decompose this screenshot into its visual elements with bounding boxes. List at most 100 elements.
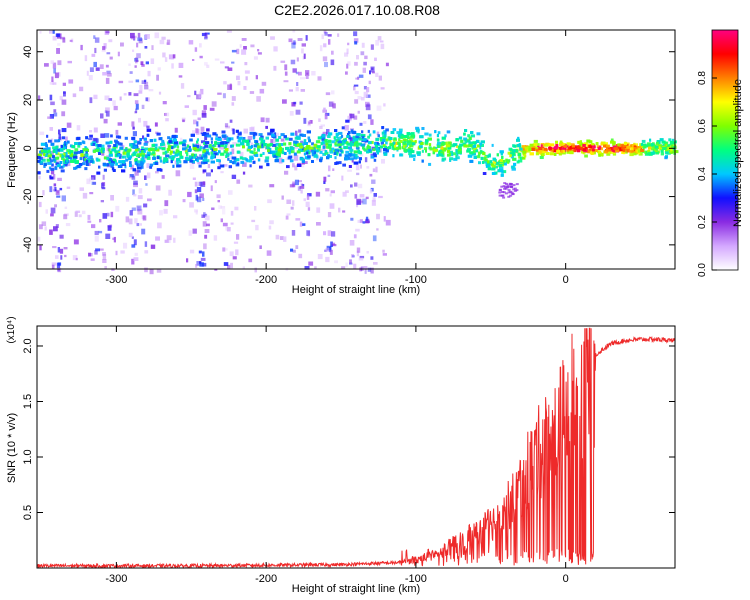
- spectrogram-noise-cell: [51, 262, 57, 266]
- spectrogram-band-cell: [413, 158, 416, 161]
- spectrogram-noise-cell: [194, 181, 198, 187]
- spectrogram-noise-cell: [101, 182, 105, 188]
- spectrogram-noise-cell: [370, 267, 374, 274]
- spectrogram-noise-cell: [235, 249, 239, 256]
- spectrogram-band-cell: [130, 145, 133, 149]
- spectrogram-band-cell: [580, 150, 584, 154]
- spectrogram-band-cell: [197, 156, 202, 160]
- spectrogram-band-cell: [204, 144, 208, 148]
- spectrogram-noise-cell: [370, 187, 374, 192]
- spectrogram-band-cell: [246, 142, 250, 146]
- spectrogram-noise-cell: [146, 125, 150, 129]
- spectrogram-noise-cell: [65, 136, 68, 142]
- spectrogram-noise-cell: [44, 226, 47, 231]
- spectrogram-noise-cell: [54, 204, 57, 208]
- spectrogram-noise-cell: [88, 160, 91, 166]
- spectrogram-noise-cell: [202, 221, 207, 227]
- spectrogram-band-cell: [236, 135, 240, 139]
- spectrogram-noise-cell: [278, 157, 283, 164]
- spectrogram-noise-cell: [353, 86, 356, 91]
- spectrogram-band-cell: [262, 140, 265, 144]
- spectrogram-band-cell: [126, 152, 130, 156]
- spectrogram-noise-cell: [346, 48, 349, 55]
- spectrogram-noise-cell: [187, 191, 192, 198]
- spectrogram-band-cell: [135, 158, 138, 161]
- spectrogram-band-cell: [141, 165, 144, 169]
- spectrogram-band-cell: [214, 141, 218, 145]
- spectrogram-noise-cell: [52, 35, 57, 41]
- spectrogram-band-cell: [613, 147, 618, 151]
- spectrogram-tail-cell: [504, 192, 508, 195]
- spectrogram-noise-cell: [161, 175, 165, 179]
- spectrogram-band-cell: [179, 155, 184, 159]
- spectrogram-band-cell: [396, 148, 399, 152]
- spectrogram-band-cell: [188, 155, 192, 159]
- spectrogram-band-cell: [112, 146, 116, 150]
- spectrogram-band-cell: [577, 140, 581, 144]
- spectrogram-noise-cell: [319, 125, 323, 129]
- spectrogram-noise-cell: [74, 211, 78, 217]
- spectrogram-noise-cell: [137, 170, 141, 173]
- spectrogram-band-cell: [511, 149, 516, 153]
- spectrogram-band-cell: [47, 149, 51, 153]
- spectrogram-band-cell: [85, 148, 89, 152]
- spectrogram-band-cell: [653, 150, 658, 154]
- spectrogram-band-cell: [619, 144, 622, 148]
- spectrogram-noise-cell: [332, 168, 335, 171]
- spectrogram-band-cell: [380, 141, 384, 145]
- spectrogram-noise-cell: [242, 162, 247, 167]
- spectrogram-band-cell: [311, 153, 316, 157]
- spectrogram-band-cell: [615, 149, 619, 153]
- spectrogram-band-cell: [674, 150, 679, 154]
- spectrogram-noise-cell: [95, 67, 100, 71]
- spectrogram-band-cell: [606, 148, 611, 152]
- spectrogram-band-cell: [249, 164, 252, 168]
- spectrogram-band-cell: [221, 134, 226, 138]
- spectrogram-band-cell: [82, 156, 85, 160]
- spectrogram-band-cell: [342, 163, 346, 167]
- spectrogram-band-cell: [111, 167, 115, 171]
- spectrogram-band-cell: [674, 140, 677, 144]
- spectrogram-band-cell: [311, 150, 315, 154]
- spectrogram-band-cell: [153, 138, 157, 142]
- spectrogram-band-cell: [56, 164, 61, 168]
- spectrogram-noise-cell: [376, 131, 380, 136]
- snr-y-tick-label: 0.5: [22, 505, 34, 520]
- spectrogram-noise-cell: [58, 72, 61, 77]
- spectrogram-noise-cell: [154, 122, 158, 127]
- spectrogram-band-cell: [420, 141, 424, 145]
- spectrogram-noise-cell: [131, 121, 135, 127]
- spectrogram-band-cell: [328, 132, 333, 136]
- spectrogram-band-cell: [549, 152, 554, 156]
- spectrogram-noise-cell: [265, 117, 270, 123]
- spectrogram-band-cell: [630, 147, 634, 151]
- spectrogram-band-cell: [61, 154, 67, 158]
- spectrogram-band-cell: [76, 136, 81, 140]
- spectrogram-band-cell: [492, 157, 496, 161]
- spectrogram-noise-cell: [227, 67, 233, 71]
- snr-scale-label: (x10⁴): [6, 316, 17, 343]
- spectrogram-band-cell: [183, 160, 188, 164]
- spectrogram-noise-cell: [192, 228, 197, 234]
- spectrogram-band-cell: [396, 131, 401, 135]
- spectrogram-band-cell: [131, 143, 136, 146]
- spectrogram-band-cell: [476, 132, 481, 136]
- spectrogram-band-cell: [231, 161, 235, 165]
- spectrogram-band-cell: [403, 135, 408, 138]
- spectrogram-band-cell: [373, 158, 377, 162]
- colorbar-tick-label: 0.4: [697, 167, 708, 181]
- spectrogram-band-cell: [55, 151, 58, 155]
- spectrogram-noise-cell: [354, 90, 359, 95]
- spectrogram-band-cell: [382, 144, 386, 148]
- spectrogram-noise-cell: [94, 37, 100, 43]
- spectrogram-noise-cell: [239, 44, 242, 48]
- spectrogram-band-cell: [475, 139, 479, 143]
- spectrogram-noise-cell: [303, 53, 306, 59]
- spectrogram-band-cell: [595, 142, 599, 146]
- spectrogram-band-cell: [133, 145, 137, 149]
- spectrogram-noise-cell: [196, 187, 202, 193]
- spectrogram-band-cell: [357, 150, 361, 153]
- spectrogram-noise-cell: [137, 195, 143, 200]
- spectrogram-band-cell: [203, 132, 207, 135]
- spectrogram-noise-cell: [57, 43, 61, 46]
